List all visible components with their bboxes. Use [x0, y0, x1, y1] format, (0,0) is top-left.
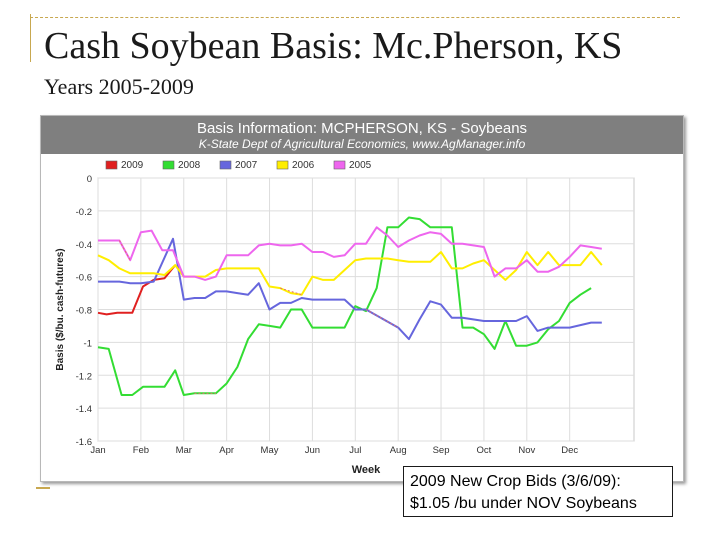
crop-bid-note: 2009 New Crop Bids (3/6/09): $1.05 /bu u…	[403, 466, 673, 517]
x-axis-label: Week	[352, 464, 381, 476]
y-tick-label: -0.2	[76, 207, 92, 218]
y-tick-label: -0.6	[76, 273, 92, 284]
series-line-2005	[98, 226, 602, 281]
x-tick-label: Jun	[305, 445, 320, 456]
bottom-accent-mark	[36, 487, 50, 489]
x-tick-label: Feb	[133, 445, 149, 456]
x-tick-label: Nov	[518, 445, 535, 456]
legend-label: 2005	[349, 160, 372, 171]
slide-title: Cash Soybean Basis: Mc.Pherson, KS	[44, 25, 623, 67]
slide-subtitle: Years 2005-2009	[44, 74, 194, 99]
series-line-2009	[97, 264, 176, 316]
y-axis-label: Basis ($/bu. cash-futures)	[55, 248, 66, 370]
y-tick-label: -1.6	[76, 437, 92, 448]
x-tick-label: Sep	[433, 445, 450, 456]
legend-label: 2008	[178, 160, 201, 171]
chart-subtitle: K-State Dept of Agricultural Economics, …	[199, 137, 526, 151]
legend-swatch	[162, 160, 175, 170]
y-tick-label: -0.4	[76, 240, 92, 251]
legend-label: 2007	[235, 160, 258, 171]
x-tick-label: Mar	[176, 445, 192, 456]
legend-swatch	[276, 160, 289, 170]
series-line-2008	[97, 216, 592, 396]
x-tick-label: May	[261, 445, 279, 456]
chart-title: Basis Information: MCPHERSON, KS - Soybe…	[197, 120, 527, 137]
y-tick-label: -1	[84, 338, 92, 349]
chart-header-bar	[41, 116, 683, 154]
y-tick-label: 0	[87, 174, 92, 185]
y-tick-label: -1.2	[76, 371, 92, 382]
x-tick-label: Jul	[349, 445, 361, 456]
legend-swatch	[219, 160, 232, 170]
chart-panel: Basis Information: MCPHERSON, KS - Soybe…	[40, 115, 684, 482]
basis-chart: Basis Information: MCPHERSON, KS - Soybe…	[41, 116, 683, 476]
note-line-2: $1.05 /bu under NOV Soybeans	[410, 495, 637, 512]
legend-swatch	[105, 160, 118, 170]
top-rule	[30, 17, 680, 18]
legend-swatch	[333, 160, 346, 170]
title-accent-bar	[30, 14, 31, 62]
series-line-2006	[97, 251, 603, 296]
legend-label: 2009	[121, 160, 144, 171]
x-tick-label: Aug	[390, 445, 407, 456]
legend-label: 2006	[292, 160, 315, 171]
x-tick-label: Jan	[90, 445, 105, 456]
y-tick-label: -0.8	[76, 306, 92, 317]
x-tick-label: Apr	[219, 445, 234, 456]
y-tick-label: -1.4	[76, 404, 92, 415]
x-tick-label: Oct	[477, 445, 492, 456]
x-tick-label: Dec	[561, 445, 578, 456]
note-line-1: 2009 New Crop Bids (3/6/09):	[410, 473, 621, 490]
series-line-2007	[98, 237, 602, 341]
